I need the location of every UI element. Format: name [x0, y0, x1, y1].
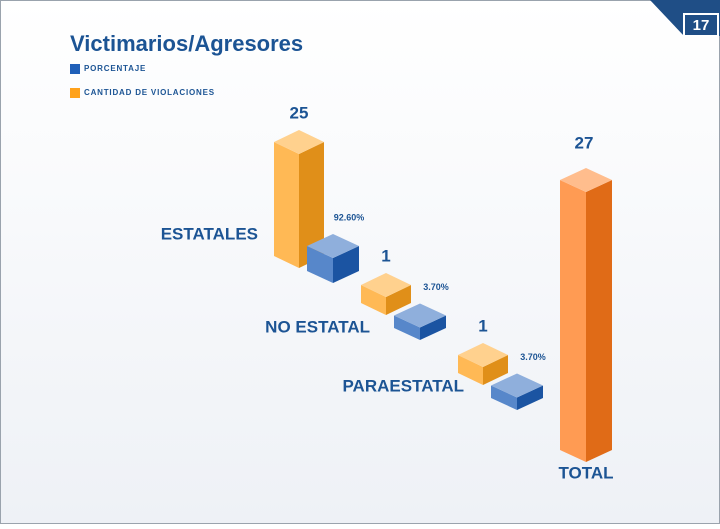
- value-label: 3.70%: [423, 282, 449, 292]
- chart-title: Victimarios/Agresores: [70, 31, 303, 56]
- bar-top-face: [394, 303, 446, 328]
- bar: [491, 373, 543, 410]
- bar-left-face: [274, 142, 299, 268]
- bar-top-face: [361, 273, 411, 297]
- bar-right-face: [517, 385, 543, 410]
- bar-right-face: [386, 285, 411, 315]
- category-label: PARAESTATAL: [342, 376, 464, 395]
- bar-right-face: [586, 180, 612, 462]
- bar: [458, 343, 508, 385]
- bar-left-face: [491, 385, 517, 410]
- bar-top-face: [560, 168, 612, 192]
- total-value-label: 27: [575, 133, 594, 152]
- bar-top-face: [491, 373, 543, 398]
- bar-left-face: [307, 246, 333, 283]
- legend-label: CANTIDAD DE VIOLACIONES: [84, 88, 215, 97]
- bar-left-face: [458, 355, 483, 385]
- bar-right-face: [299, 142, 324, 268]
- value-label: 92.60%: [334, 212, 365, 222]
- value-label: 1: [381, 246, 390, 265]
- category-label: NO ESTATAL: [265, 317, 370, 336]
- bar: [361, 273, 411, 315]
- bar-right-face: [483, 355, 508, 385]
- bar-top-face: [458, 343, 508, 367]
- total-label: TOTAL: [558, 463, 613, 482]
- value-label: 25: [290, 103, 309, 122]
- bar: [307, 234, 359, 283]
- legend-swatch: [70, 64, 80, 74]
- legend-label: PORCENTAJE: [84, 64, 146, 73]
- bar-left-face: [394, 315, 420, 340]
- page-badge: [683, 13, 719, 37]
- legend-swatch: [70, 88, 80, 98]
- value-label: 1: [478, 316, 487, 335]
- bar-left-face: [361, 285, 386, 315]
- value-label: 3.70%: [520, 352, 546, 362]
- page-number: 17: [693, 17, 710, 34]
- bar: [560, 168, 612, 462]
- bar-left-face: [560, 180, 586, 462]
- bar: [274, 130, 324, 268]
- bar-top-face: [274, 130, 324, 154]
- bar-right-face: [420, 315, 446, 340]
- bar-top-face: [307, 234, 359, 259]
- category-label: ESTATALES: [161, 224, 258, 243]
- bar: [394, 303, 446, 340]
- bar-right-face: [333, 246, 359, 283]
